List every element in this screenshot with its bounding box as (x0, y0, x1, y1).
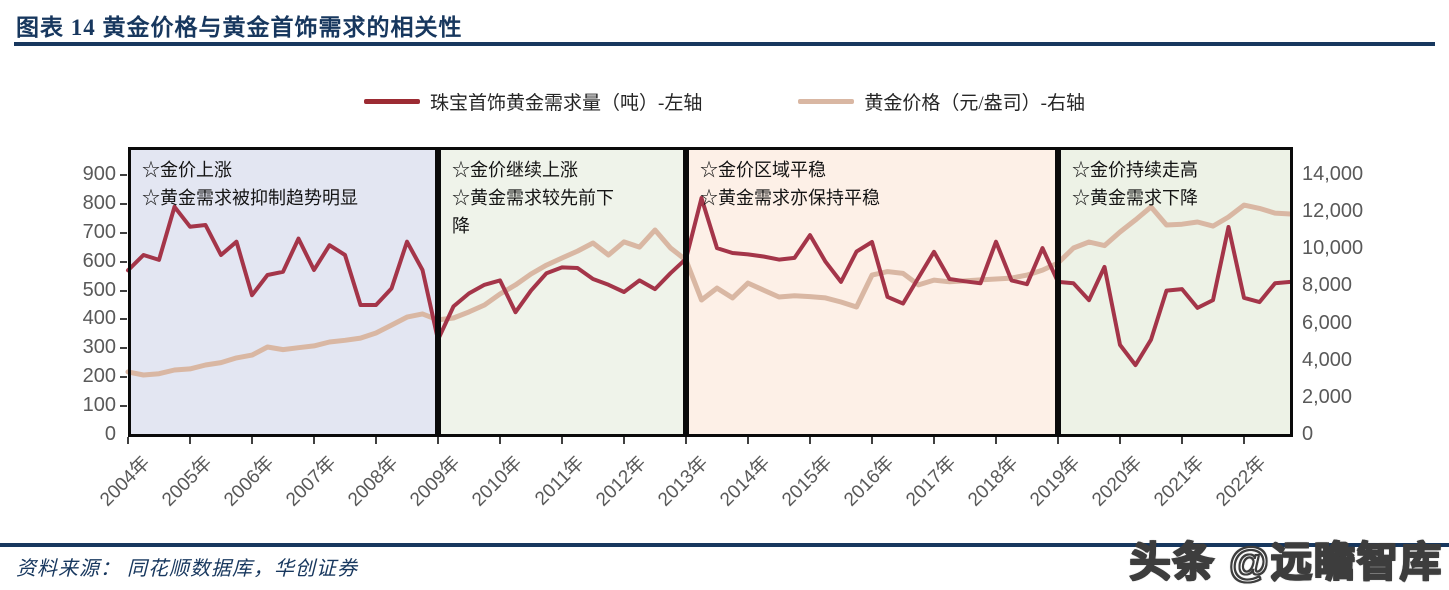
x-axis-tick (127, 437, 129, 444)
legend-swatch-demand-line (364, 99, 421, 104)
figure-title: 图表 14 黄金价格与黄金首饰需求的相关性 (16, 15, 463, 40)
x-axis-tick (1243, 437, 1245, 444)
x-axis-tick (933, 437, 935, 444)
source-note: 资料来源： 同花顺数据库，华创证券 (16, 558, 358, 580)
x-axis-tick (747, 437, 749, 444)
x-axis-tick (1119, 437, 1121, 444)
title-rule (14, 42, 1435, 46)
y-axis-left-label: 900 (82, 163, 116, 185)
region-note-2: ☆金价继续上涨 ☆黄金需求较先前下降 (452, 160, 614, 236)
x-axis-label: 2020年 (1088, 452, 1147, 511)
x-axis-tick (1181, 437, 1183, 444)
y-axis-left-label: 600 (82, 249, 116, 272)
y-axis-tick (120, 318, 127, 321)
x-axis-label: 2008年 (344, 452, 403, 511)
y-axis-right-label: 8,000 (1302, 274, 1353, 297)
legend-swatch-price-line (798, 99, 855, 104)
y-axis-right-label: 6,000 (1302, 311, 1353, 334)
y-axis-left-label: 500 (82, 278, 116, 301)
x-axis-label: 2018年 (964, 452, 1023, 511)
y-axis-tick (120, 347, 127, 350)
y-axis-tick (120, 231, 127, 234)
x-axis-label: 2013年 (654, 452, 713, 511)
y-axis-left-label: 400 (82, 307, 116, 330)
x-axis-tick (685, 437, 687, 444)
y-axis-right-label: 4,000 (1302, 348, 1353, 371)
x-axis-label: 2012年 (592, 452, 651, 511)
x-axis-tick (375, 437, 377, 444)
legend-item-price: 黄金价格（元/盎司）-右轴 (798, 88, 1085, 115)
x-axis-tick (995, 437, 997, 444)
x-axis-tick (189, 437, 191, 444)
y-axis-tick (120, 376, 127, 379)
footer-rule (0, 543, 1449, 547)
y-axis-right-label: 2,000 (1302, 385, 1353, 408)
y-axis-right-label: 0 (1302, 423, 1314, 445)
x-axis-tick (1057, 437, 1059, 444)
x-axis-tick (871, 437, 873, 444)
x-axis-label: 2004年 (96, 452, 155, 511)
x-axis-tick (623, 437, 625, 444)
x-axis-tick (561, 437, 563, 444)
x-axis-tick (251, 437, 253, 444)
region-note-4: ☆金价持续走高 ☆黄金需求下降 (1072, 160, 1198, 208)
x-axis-tick (313, 437, 315, 444)
x-axis-label: 2015年 (778, 452, 837, 511)
y-axis-left-label: 300 (82, 336, 116, 359)
y-axis-left-label: 800 (82, 191, 116, 214)
region-note-3: ☆金价区域平稳 ☆黄金需求亦保持平稳 (700, 160, 880, 208)
x-axis-label: 2019年 (1026, 452, 1085, 511)
y-axis-left-label: 0 (104, 423, 116, 445)
x-axis-label: 2016年 (840, 452, 899, 511)
legend-label-price: 黄金价格（元/盎司）-右轴 (864, 93, 1085, 114)
y-axis-tick (120, 202, 127, 205)
region-note-1: ☆金价上涨 ☆黄金需求被抑制趋势明显 (142, 160, 358, 208)
y-axis-right-label: 12,000 (1302, 200, 1364, 223)
legend-item-demand: 珠宝首饰黄金需求量（吨）-左轴 (364, 88, 702, 115)
x-axis-label: 2005年 (158, 452, 217, 511)
x-axis-label: 2006年 (220, 452, 279, 511)
x-axis-tick (809, 437, 811, 444)
x-axis-label: 2011年 (531, 452, 589, 510)
x-axis-label: 2017年 (902, 452, 961, 511)
y-axis-tick (120, 174, 127, 176)
y-axis-tick (120, 260, 127, 263)
y-axis-left-label: 200 (82, 365, 116, 388)
x-axis-label: 2014年 (716, 452, 775, 511)
y-axis-left-label: 100 (82, 394, 116, 417)
y-axis-tick (120, 289, 127, 292)
y-axis-left-label: 700 (82, 220, 116, 243)
x-axis-label: 2010年 (468, 452, 527, 511)
x-axis-tick (499, 437, 501, 444)
legend-label-demand: 珠宝首饰黄金需求量（吨）-左轴 (430, 93, 703, 114)
x-axis-label: 2021年 (1150, 452, 1209, 511)
chart-legend: 珠宝首饰黄金需求量（吨）-左轴 黄金价格（元/盎司）-右轴 (0, 88, 1449, 115)
x-axis-tick (437, 437, 439, 444)
y-axis-right-label: 14,000 (1302, 163, 1364, 185)
x-axis-label: 2009年 (406, 452, 465, 511)
y-axis-right-label: 10,000 (1302, 237, 1364, 260)
watermark: 头条 @远瞻智库 (1129, 538, 1443, 586)
y-axis-tick (120, 405, 127, 408)
x-axis-label: 2022年 (1212, 452, 1271, 511)
x-axis-label: 2007年 (282, 452, 341, 511)
